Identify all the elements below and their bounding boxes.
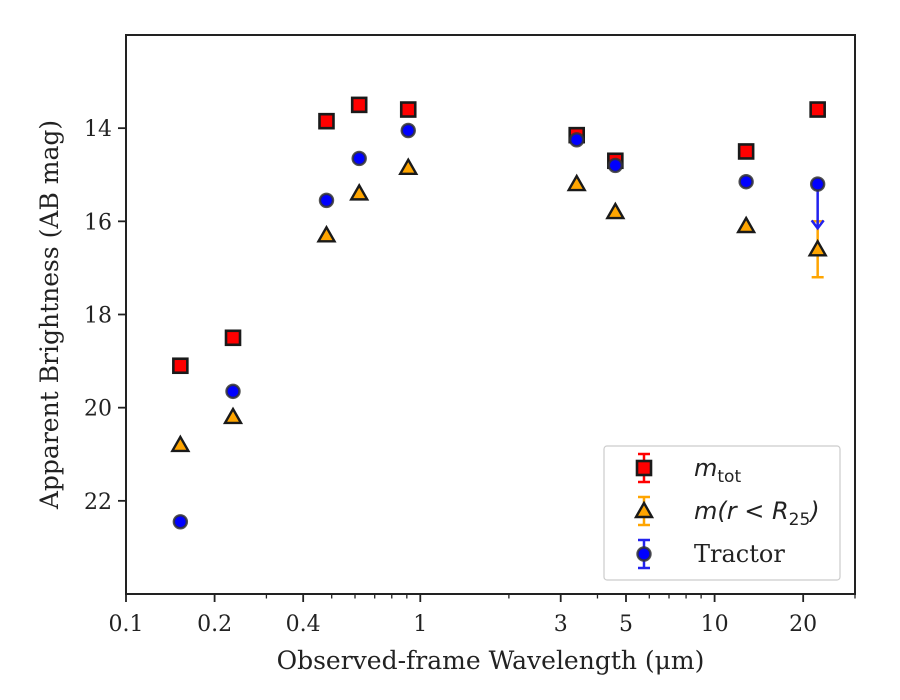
data-point-circle	[569, 132, 585, 148]
y-tick-label: 16	[84, 210, 112, 235]
upper-limit-arrowhead	[810, 219, 825, 231]
data-point-circle	[172, 514, 189, 530]
x-tick-label: 10	[701, 612, 729, 637]
data-point-square	[350, 96, 368, 114]
y-tick-label: 20	[84, 397, 112, 422]
data-point-triangle	[605, 201, 626, 220]
y-axis-title: Apparent Brightness (AB mag)	[35, 120, 64, 510]
y-tick-label: 14	[84, 117, 112, 142]
x-tick-label: 0.1	[109, 612, 144, 637]
plot-area	[170, 96, 828, 530]
x-tick-label: 3	[554, 612, 568, 637]
y-tick-label: 22	[84, 490, 112, 515]
data-point-triangle	[566, 173, 587, 192]
data-point-triangle	[807, 238, 828, 257]
x-tick-label: 5	[619, 612, 633, 637]
legend-marker-triangle	[633, 500, 655, 519]
legend-label: mtot	[694, 454, 741, 487]
data-point-triangle	[736, 215, 757, 234]
data-point-square	[809, 101, 826, 118]
legend-marker-square	[635, 459, 653, 477]
x-tick-label: 0.2	[197, 612, 232, 637]
x-tick-label: 20	[789, 612, 817, 637]
legend-label: m(r < R25)	[694, 497, 820, 530]
data-point-circle	[318, 192, 335, 209]
data-point-square	[318, 112, 335, 130]
legend-marker-circle	[636, 546, 652, 562]
data-point-triangle	[349, 182, 370, 201]
axes: 0.1 0.2 0.4 1 3 5 10 20 14 16 18 20 22 Observed-frame…	[35, 34, 856, 675]
data-point-circle	[809, 176, 826, 192]
data-point-triangle	[222, 406, 244, 425]
x-axis-title: Observed-frame Wavelength (μm)	[277, 646, 705, 675]
data-point-square	[172, 357, 189, 375]
data-point-square	[737, 143, 755, 160]
data-point-circle	[351, 150, 367, 167]
data-point-circle	[607, 157, 624, 174]
x-tick-label: 0.4	[286, 612, 321, 637]
y-tick-label: 18	[84, 304, 112, 329]
legend-label: Tractor	[694, 540, 785, 568]
data-point-triangle	[170, 434, 191, 453]
data-point-circle	[225, 383, 241, 400]
data-point-square	[224, 329, 242, 347]
data-point-triangle	[398, 157, 419, 175]
data-point-triangle	[316, 224, 337, 243]
data-point-circle	[738, 174, 754, 190]
data-point-square	[399, 101, 417, 118]
legend: mtot m(r < R25) Tractor	[603, 445, 841, 581]
data-point-circle	[400, 122, 416, 139]
x-tick-label: 1	[413, 612, 427, 637]
legend-box	[603, 445, 841, 581]
